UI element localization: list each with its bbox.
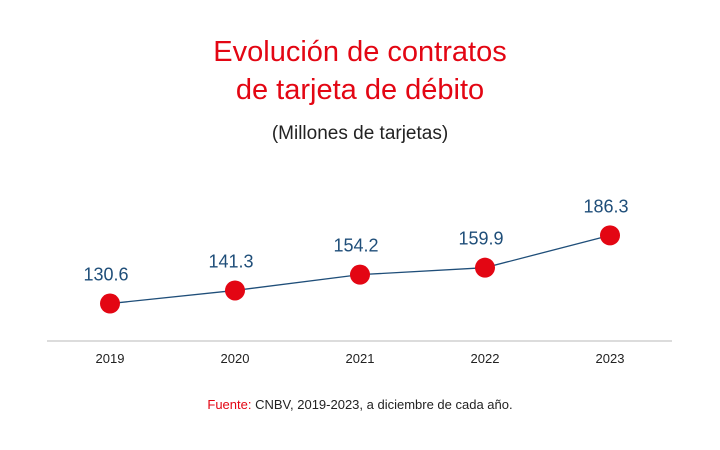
data-label-2023: 186.3 [583, 196, 628, 216]
chart-subtitle: (Millones de tarjetas) [271, 123, 449, 144]
data-point-2020 [225, 280, 245, 301]
chart-title: Evolución de contratos de tarjeta de déb… [0, 33, 720, 109]
data-label-2020: 141.3 [208, 251, 253, 271]
chart-title-line-2: de tarjeta de débito [235, 74, 485, 106]
x-tick-label-2023: 2023 [596, 351, 625, 366]
data-point-2021 [350, 264, 370, 285]
data-label-2022: 159.9 [458, 229, 503, 249]
source-label: Fuente: [207, 397, 252, 412]
x-tick-label-2019: 2019 [96, 351, 125, 366]
data-point-2023 [600, 225, 620, 246]
data-label-2021: 154.2 [333, 236, 378, 256]
source-text: CNBV, 2019-2023, a diciembre de cada año… [251, 397, 513, 412]
x-tick-label-2020: 2020 [221, 351, 250, 366]
chart-title-line-1: Evolución de contratos [213, 36, 507, 68]
data-label-2019: 130.6 [83, 265, 128, 285]
data-point-2019 [100, 293, 120, 314]
source-note: Fuente: CNBV, 2019-2023, a diciembre de … [0, 397, 720, 412]
data-point-2022 [475, 257, 495, 278]
x-tick-label-2022: 2022 [471, 351, 500, 366]
x-tick-label-2021: 2021 [346, 351, 375, 366]
